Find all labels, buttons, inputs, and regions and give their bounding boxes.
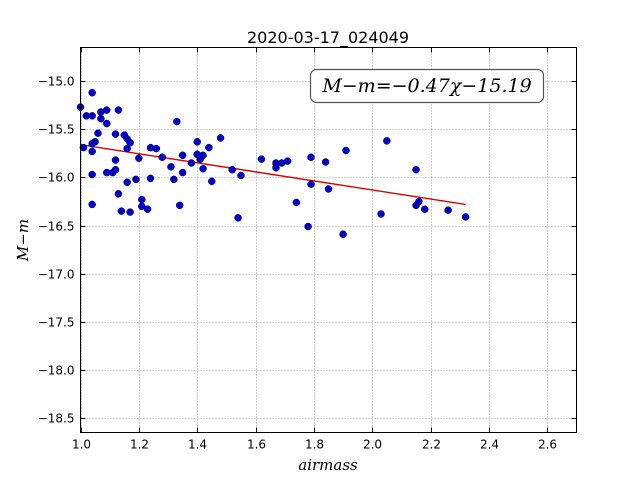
data-point	[132, 175, 140, 184]
x-tick-label: 1.8	[305, 438, 324, 452]
y-tick-label: −16.5	[38, 220, 75, 234]
data-point	[199, 165, 207, 173]
data-point	[126, 139, 134, 147]
data-point	[234, 214, 242, 222]
data-point	[178, 151, 187, 160]
data-point	[292, 198, 301, 207]
annotation-box: M−m=−0.47χ−15.19	[309, 68, 545, 104]
data-point	[135, 154, 143, 162]
x-tick-label: 2.0	[363, 438, 382, 452]
x-tick-label: 2.4	[480, 438, 499, 452]
data-point	[91, 138, 99, 146]
fit-line	[80, 144, 466, 206]
data-point	[114, 190, 123, 198]
data-point	[178, 168, 187, 177]
data-point	[461, 213, 470, 221]
data-point	[412, 165, 420, 174]
data-point	[146, 174, 155, 183]
data-point	[307, 153, 315, 161]
ticks: 1.0 1.2 1.4 1.6 1.8 2.0 2.2 2.4 2.6 −15.0 −15.5 −16…	[38, 47, 577, 452]
data-point	[199, 151, 207, 160]
fit-equation: M−m=−0.47χ−15.19	[321, 75, 531, 97]
data-point	[415, 197, 423, 206]
data-point	[324, 185, 333, 193]
data-point	[339, 230, 347, 238]
data-point	[97, 114, 105, 123]
x-tick-label: 1.4	[188, 438, 207, 452]
data-point	[307, 180, 315, 188]
data-point	[205, 143, 213, 152]
data-point	[321, 158, 330, 166]
data-point	[377, 210, 385, 218]
data-point	[123, 178, 131, 186]
data-point	[158, 153, 166, 161]
data-point	[88, 112, 96, 120]
data-point	[111, 165, 120, 174]
y-tick-label: −16.0	[38, 171, 75, 185]
y-tick-label: −17.5	[38, 316, 75, 330]
data-point	[143, 205, 152, 213]
plot-area: 1.0 1.2 1.4 1.6 1.8 2.0 2.2 2.4 2.6 −15.0 −15.5 −16…	[38, 47, 577, 452]
data-point	[94, 129, 102, 137]
chart-title: 2020-03-17_024049	[247, 28, 409, 48]
data-point	[175, 201, 184, 210]
data-point	[88, 147, 96, 156]
x-tick-label: 1.2	[130, 438, 149, 452]
data-point	[272, 164, 280, 172]
data-point	[114, 106, 123, 114]
data-point	[216, 134, 225, 142]
grid	[80, 47, 577, 433]
data-point	[304, 222, 312, 231]
x-tick-label: 2.2	[422, 438, 441, 452]
data-point	[342, 146, 350, 155]
data-point	[103, 119, 111, 128]
y-axis-label: M−m	[14, 219, 32, 262]
data-point	[126, 208, 134, 216]
fit-layer	[80, 144, 466, 206]
data-point	[283, 157, 292, 165]
data-point	[111, 156, 120, 164]
data-point	[103, 106, 111, 114]
data-point	[237, 171, 245, 180]
data-point	[208, 177, 216, 186]
data-point	[138, 195, 146, 204]
data-point	[228, 165, 236, 174]
annotation-frame	[309, 68, 545, 104]
y-tick-label: −15.0	[38, 75, 75, 89]
data-point	[444, 206, 452, 214]
x-tick-label: 2.6	[538, 438, 557, 452]
data-point	[173, 117, 181, 126]
data-point	[421, 205, 429, 213]
plot-background	[80, 47, 577, 433]
x-tick-label: 1.6	[247, 438, 266, 452]
data-point	[117, 207, 126, 215]
data-point	[187, 159, 196, 167]
y-tick-label: −17.0	[38, 268, 75, 282]
x-axis-label: airmass	[298, 456, 358, 474]
data-point	[167, 163, 175, 171]
x-tick-label: 1.0	[72, 438, 91, 452]
data-point	[152, 144, 161, 153]
data-points	[76, 88, 470, 238]
data-point	[88, 170, 96, 179]
data-point	[79, 143, 88, 152]
data-point	[257, 155, 266, 163]
data-point	[193, 138, 201, 146]
y-tick-label: −18.5	[38, 412, 75, 426]
plot-frame	[80, 47, 577, 433]
data-point	[88, 200, 96, 209]
data-point	[383, 137, 391, 145]
y-tick-label: −18.0	[38, 364, 75, 378]
data-point	[111, 130, 120, 138]
y-tick-label: −15.5	[38, 123, 75, 137]
data-point	[88, 88, 96, 97]
data-point	[170, 175, 178, 184]
